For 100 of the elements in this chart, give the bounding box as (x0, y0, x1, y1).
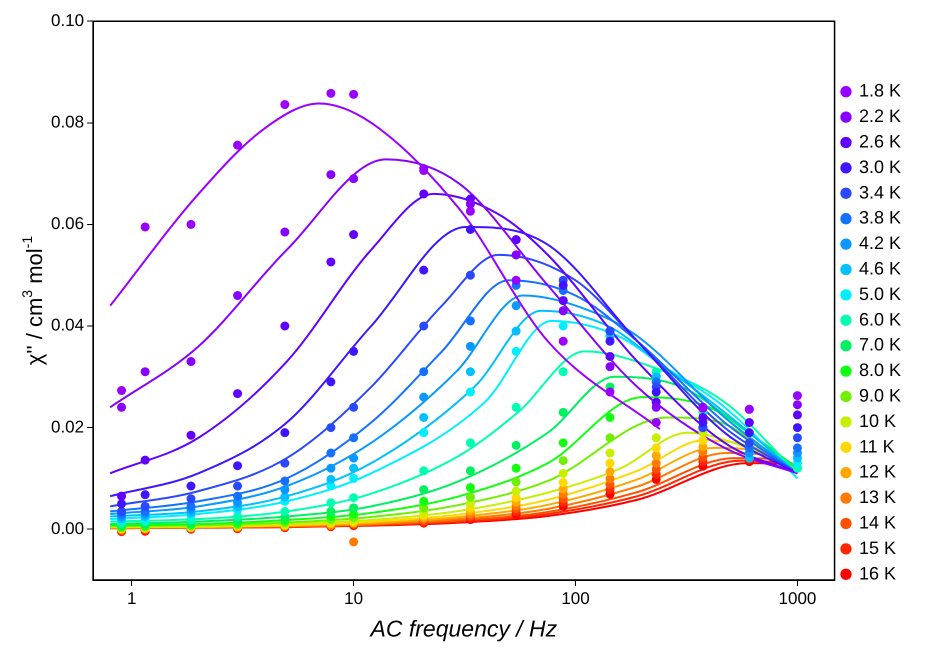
point (652, 451, 661, 460)
point (419, 466, 428, 476)
point (512, 301, 521, 310)
point (652, 433, 661, 442)
point (280, 228, 290, 237)
point (186, 357, 196, 366)
point (326, 377, 336, 386)
point (558, 478, 568, 487)
point (558, 456, 568, 466)
legend-label: 2.6 K (858, 131, 901, 152)
point (326, 170, 336, 180)
point (512, 346, 521, 356)
legend-label: 7.0 K (858, 334, 901, 355)
point (233, 492, 242, 501)
point (466, 388, 475, 397)
legend-label: 10 K (858, 410, 896, 431)
y-tick-label: 0.04 (50, 316, 84, 335)
point (698, 412, 708, 422)
point (558, 438, 568, 448)
point (280, 485, 290, 494)
y-tick-label: 0.00 (50, 518, 84, 538)
point (744, 428, 754, 438)
point (419, 189, 428, 198)
legend-label: 14 K (858, 512, 896, 532)
point (605, 336, 614, 346)
point (605, 412, 614, 422)
point (419, 412, 428, 422)
legend-label: 12 K (858, 462, 896, 482)
point (466, 316, 475, 326)
point (140, 502, 150, 511)
point (512, 402, 521, 412)
legend-label: 4.2 K (858, 233, 901, 254)
legend-label: 11 K (858, 436, 895, 456)
point (744, 418, 754, 428)
point (140, 367, 150, 376)
point (280, 506, 290, 516)
point (419, 322, 428, 330)
y-tick-label: 0.06 (50, 214, 84, 234)
point (652, 458, 661, 468)
point (605, 458, 614, 468)
point (280, 100, 290, 110)
point (326, 88, 336, 98)
point (280, 322, 290, 330)
point (466, 492, 475, 502)
point (652, 443, 661, 452)
point (512, 477, 521, 486)
point (233, 140, 242, 150)
point (280, 476, 290, 486)
point (233, 461, 242, 470)
legend-label: 4.6 K (858, 258, 901, 278)
legend-label: 3.4 K (858, 182, 901, 202)
point (419, 485, 428, 494)
point (558, 336, 568, 346)
point (419, 266, 428, 275)
point (326, 506, 336, 516)
legend-label: 8.0 K (858, 360, 901, 380)
point (140, 456, 150, 465)
x-tick-label: 10 (344, 588, 364, 608)
point (419, 392, 428, 402)
point (466, 483, 475, 492)
x-tick-label: 100 (561, 588, 590, 608)
point (698, 436, 708, 445)
point (466, 438, 475, 448)
point (419, 496, 428, 506)
y-tick-label: 0.02 (50, 417, 84, 436)
point (558, 408, 568, 417)
point (466, 206, 475, 216)
point (419, 428, 428, 438)
point (512, 486, 521, 496)
legend-label: 1.8 K (858, 80, 901, 101)
point (419, 367, 428, 376)
point (280, 428, 290, 438)
point (466, 367, 475, 376)
point (140, 490, 150, 500)
y-tick-label: 0.08 (50, 112, 84, 132)
point (326, 257, 336, 266)
point (512, 276, 521, 285)
legend-label: 3.8 K (858, 208, 901, 228)
point (512, 326, 521, 336)
legend-label: 3.0 K (858, 156, 901, 177)
y-tick-label: 0.10 (50, 10, 84, 30)
point (280, 458, 290, 468)
point (466, 224, 475, 234)
point (186, 494, 196, 504)
legend-label: 13 K (858, 487, 896, 508)
point (326, 423, 336, 432)
point (140, 222, 150, 232)
point (233, 482, 242, 491)
point (466, 466, 475, 476)
legend-label: 9.0 K (858, 385, 901, 406)
point (233, 291, 242, 300)
point (326, 498, 336, 508)
x-tick-label: 1 (126, 588, 136, 608)
point (652, 402, 661, 412)
point (605, 362, 614, 372)
point (605, 433, 614, 442)
point (326, 448, 336, 458)
point (652, 388, 661, 397)
point (558, 367, 568, 376)
y-axis-title: χ'' / cm3 mol-1 (18, 236, 48, 366)
